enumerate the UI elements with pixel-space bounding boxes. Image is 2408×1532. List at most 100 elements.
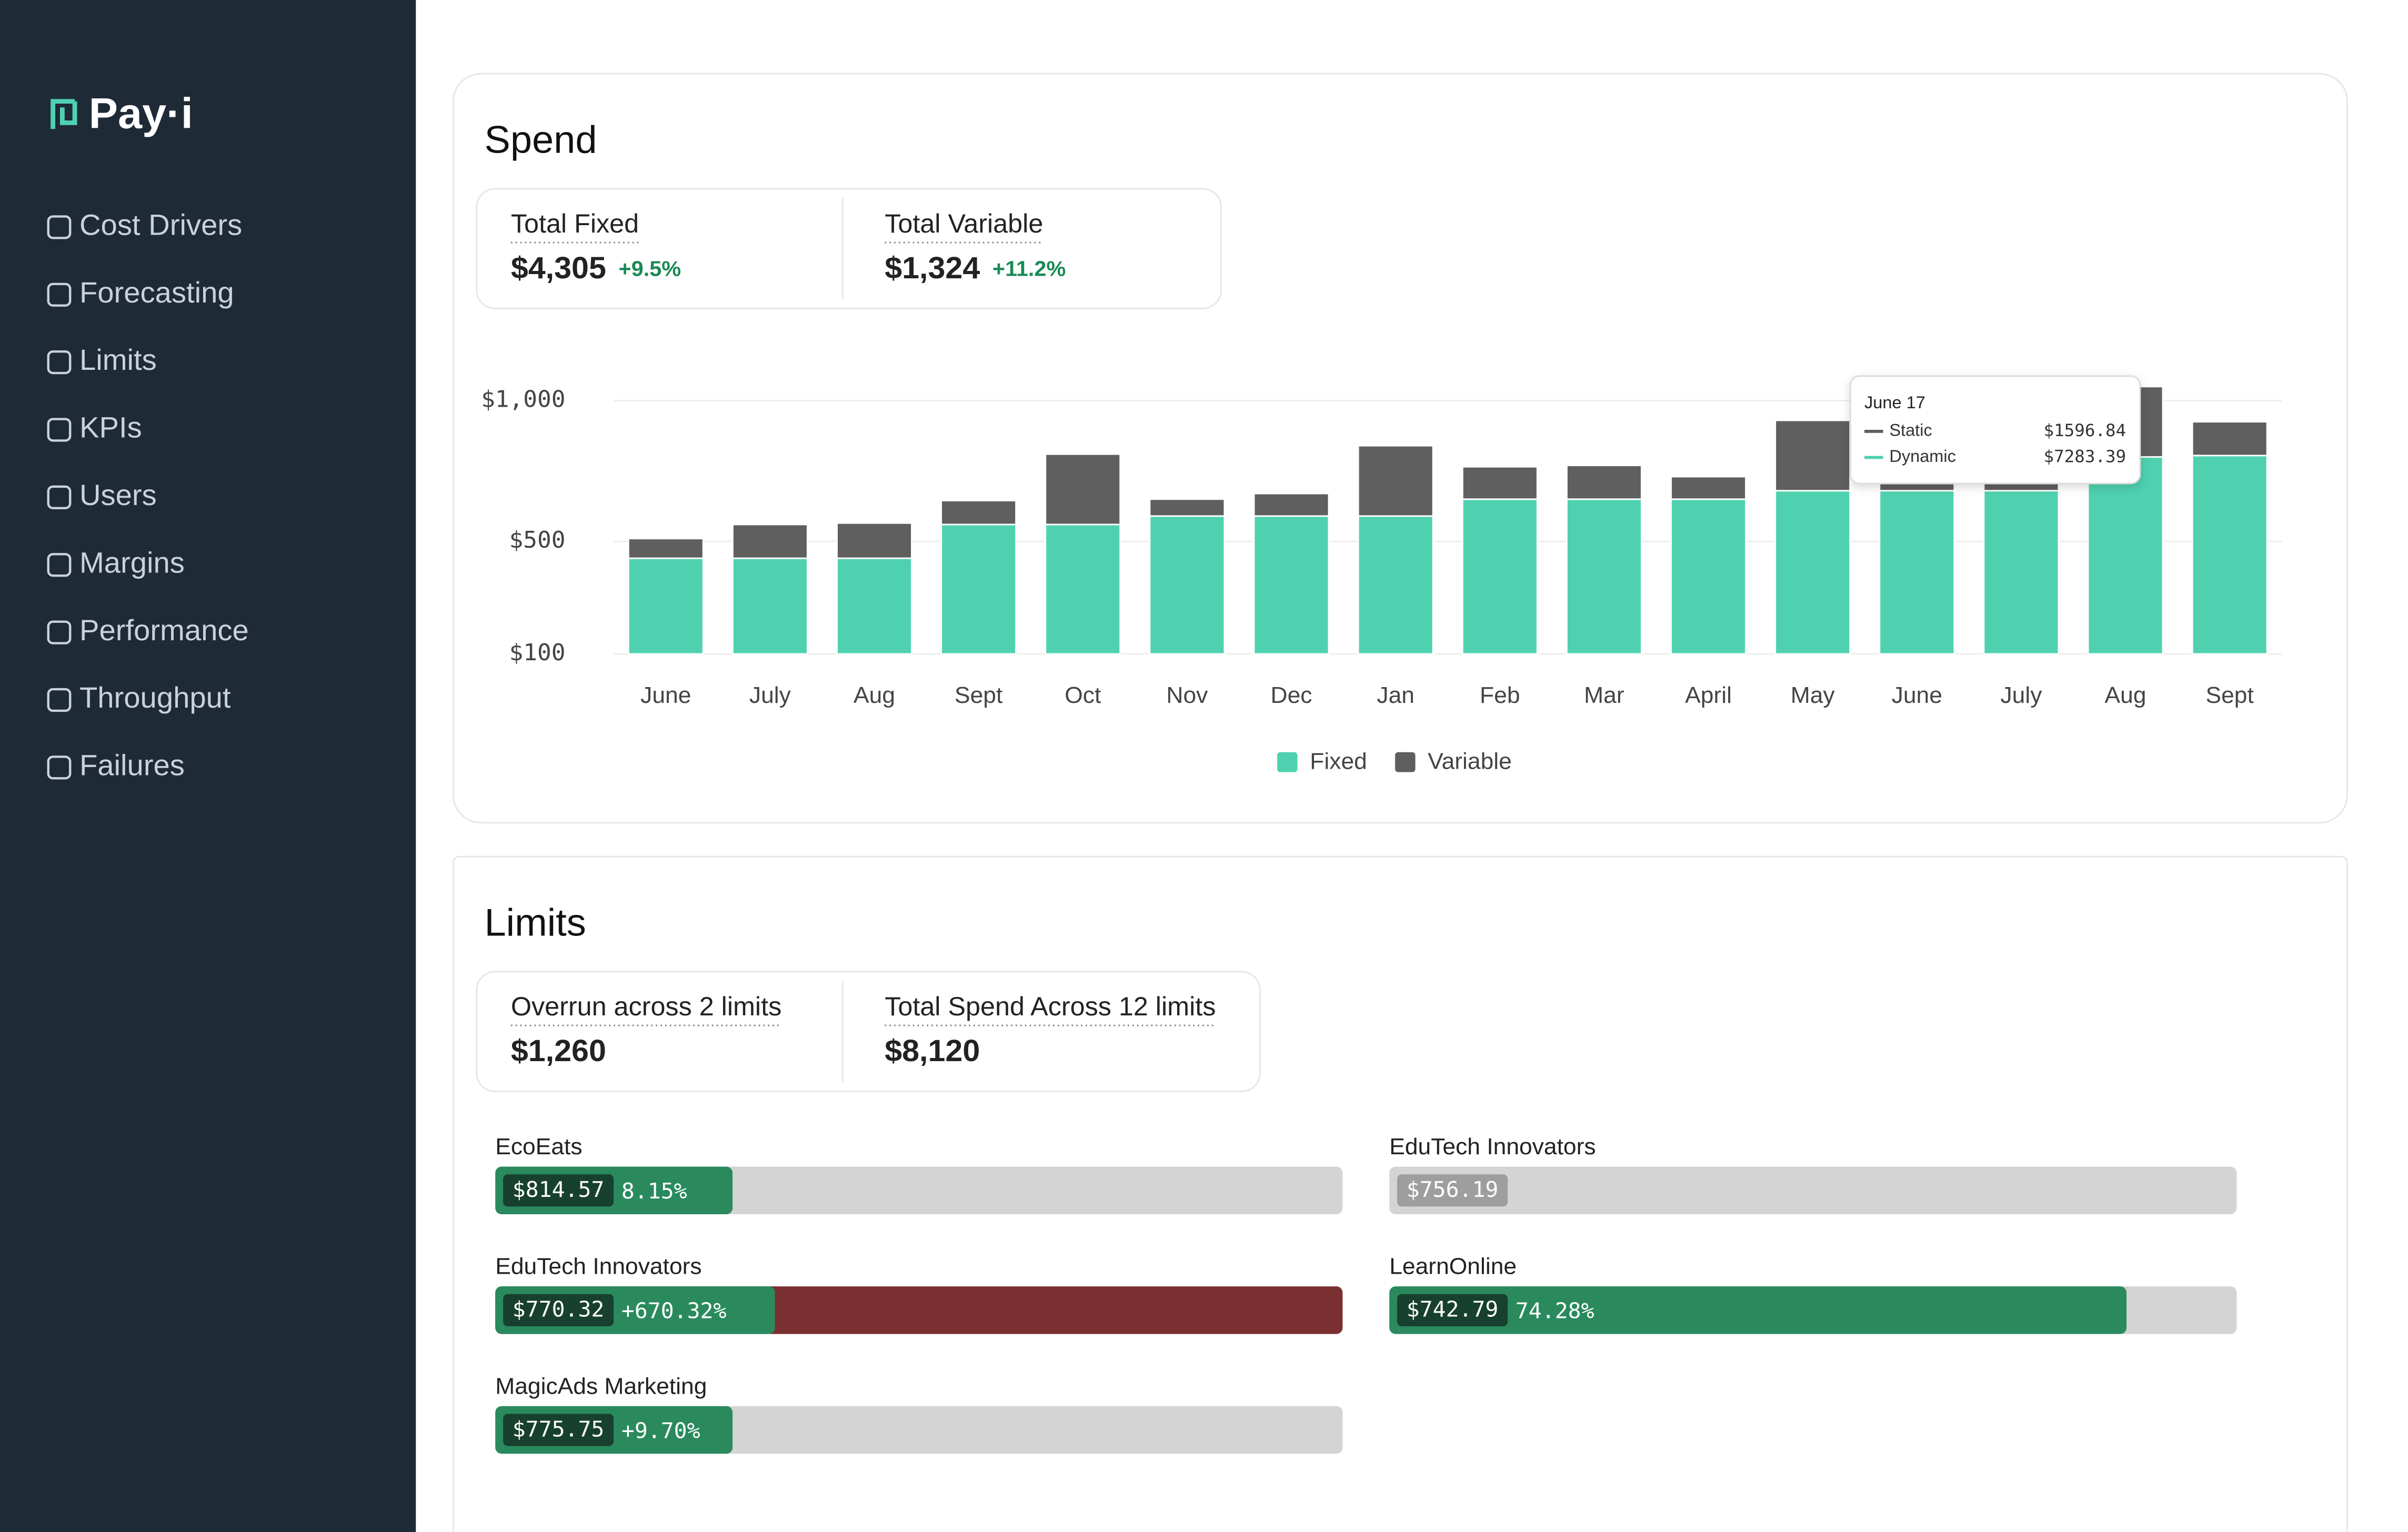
bar <box>940 499 1017 526</box>
bar <box>2191 455 2268 655</box>
bar <box>627 557 704 655</box>
bar <box>1461 466 1538 500</box>
x-tick-label: June <box>640 683 691 709</box>
limit-percent: +670.32% <box>621 1298 727 1324</box>
brand: Pay·i <box>89 90 193 137</box>
limit-amount: $756.19 <box>1407 1177 1499 1202</box>
x-tick-label: Mar <box>1584 683 1624 709</box>
bar <box>836 557 913 655</box>
x-tick-label: Sept <box>2206 683 2254 709</box>
stat-card <box>476 188 1222 309</box>
legend-label: Fixed <box>1310 749 1367 774</box>
legend-swatch <box>1277 752 1298 772</box>
y-tick-label: $1,000 <box>481 386 565 413</box>
limit-amount: $814.57 <box>513 1177 605 1202</box>
tooltip-value: $7283.39 <box>2044 447 2126 467</box>
amount-badge <box>1397 1174 1508 1207</box>
limit-percent: 74.28% <box>1516 1298 1594 1324</box>
nav-icon <box>47 755 72 780</box>
bar <box>2191 421 2268 457</box>
bar <box>1253 515 1330 655</box>
stat-value: $1,324 <box>885 251 980 285</box>
bar <box>2087 456 2164 655</box>
limit-amount: $742.79 <box>1407 1297 1499 1322</box>
bar <box>1149 498 1226 517</box>
stat-value: $1,260 <box>511 1034 606 1068</box>
x-tick-label: May <box>1791 683 1835 709</box>
nav-label: KPIs <box>79 411 142 444</box>
amount-badge <box>503 1294 614 1327</box>
limit-name: EduTech Innovators <box>495 1254 701 1279</box>
nav-item[interactable]: Throughput <box>47 681 231 714</box>
bar <box>1566 465 1642 500</box>
bar <box>1045 523 1121 655</box>
x-tick-label: Feb <box>1480 683 1520 709</box>
limit-percent: 8.15% <box>621 1178 687 1204</box>
y-tick-label: $100 <box>509 639 566 666</box>
amount-badge <box>503 1414 614 1446</box>
nav-label: Failures <box>79 749 185 782</box>
nav-item[interactable]: Performance <box>47 613 249 647</box>
bar <box>1774 490 1851 655</box>
legend-label: Variable <box>1428 749 1512 774</box>
bar <box>731 557 808 655</box>
x-tick-label: Aug <box>2105 683 2146 709</box>
amount-badge <box>1397 1294 1508 1327</box>
x-tick-label: Aug <box>854 683 895 709</box>
stat-label: Total Fixed <box>511 209 639 238</box>
stat-value: $4,305 <box>511 251 606 285</box>
nav-item[interactable]: Margins <box>47 546 185 579</box>
bar <box>1670 498 1747 655</box>
nav-icon <box>47 215 72 239</box>
x-tick-label: July <box>749 683 791 709</box>
limit-amount: $770.32 <box>513 1297 605 1322</box>
limit-name: EcoEats <box>495 1134 582 1160</box>
nav-icon <box>47 485 72 509</box>
nav-item[interactable]: Limits <box>47 344 157 377</box>
bar <box>627 538 704 559</box>
nav-label: Cost Drivers <box>79 208 242 241</box>
nav-label: Margins <box>79 546 185 579</box>
nav-item[interactable]: Forecasting <box>47 276 234 309</box>
bar <box>1879 490 1955 655</box>
x-tick-label: Nov <box>1166 683 1208 709</box>
y-tick-label: $500 <box>509 527 566 553</box>
nav-icon <box>47 283 72 307</box>
bar <box>1357 445 1434 517</box>
nav-icon <box>47 418 72 442</box>
nav-item[interactable]: Cost Drivers <box>47 208 242 241</box>
card-title: Limits <box>485 901 586 944</box>
nav-item[interactable]: KPIs <box>47 411 142 444</box>
stat-card <box>476 971 1261 1093</box>
limit-fill <box>1389 1286 2127 1334</box>
nav-label: Forecasting <box>79 276 234 309</box>
nav-icon <box>47 350 72 375</box>
bar <box>1566 498 1642 655</box>
tooltip-name: Static <box>1889 421 1932 440</box>
x-tick-label: July <box>2000 683 2042 709</box>
bar <box>1461 498 1538 655</box>
nav-item[interactable]: Users <box>47 478 157 511</box>
stat-change: +11.2% <box>992 257 1066 281</box>
tooltip-title: June 17 <box>1864 393 1925 412</box>
x-tick-label: Dec <box>1271 683 1312 709</box>
tooltip <box>1849 375 2141 485</box>
stat-label: Total Variable <box>885 209 1043 238</box>
bar <box>1045 453 1121 526</box>
nav-item[interactable]: Failures <box>47 749 185 782</box>
legend-swatch <box>1395 752 1416 772</box>
limit-name: MagicAds Marketing <box>495 1374 707 1399</box>
nav-icon <box>47 688 72 712</box>
bar <box>1253 492 1330 517</box>
limit-track <box>1389 1166 2237 1215</box>
nav-label: Performance <box>79 613 249 647</box>
limit-amount: $775.75 <box>513 1417 605 1442</box>
nav-label: Limits <box>79 344 157 377</box>
bar <box>1774 419 1851 492</box>
amount-badge <box>503 1174 614 1207</box>
bar <box>1983 490 2060 655</box>
limit-name: LearnOnline <box>1389 1254 1517 1279</box>
logo-icon <box>51 99 77 129</box>
